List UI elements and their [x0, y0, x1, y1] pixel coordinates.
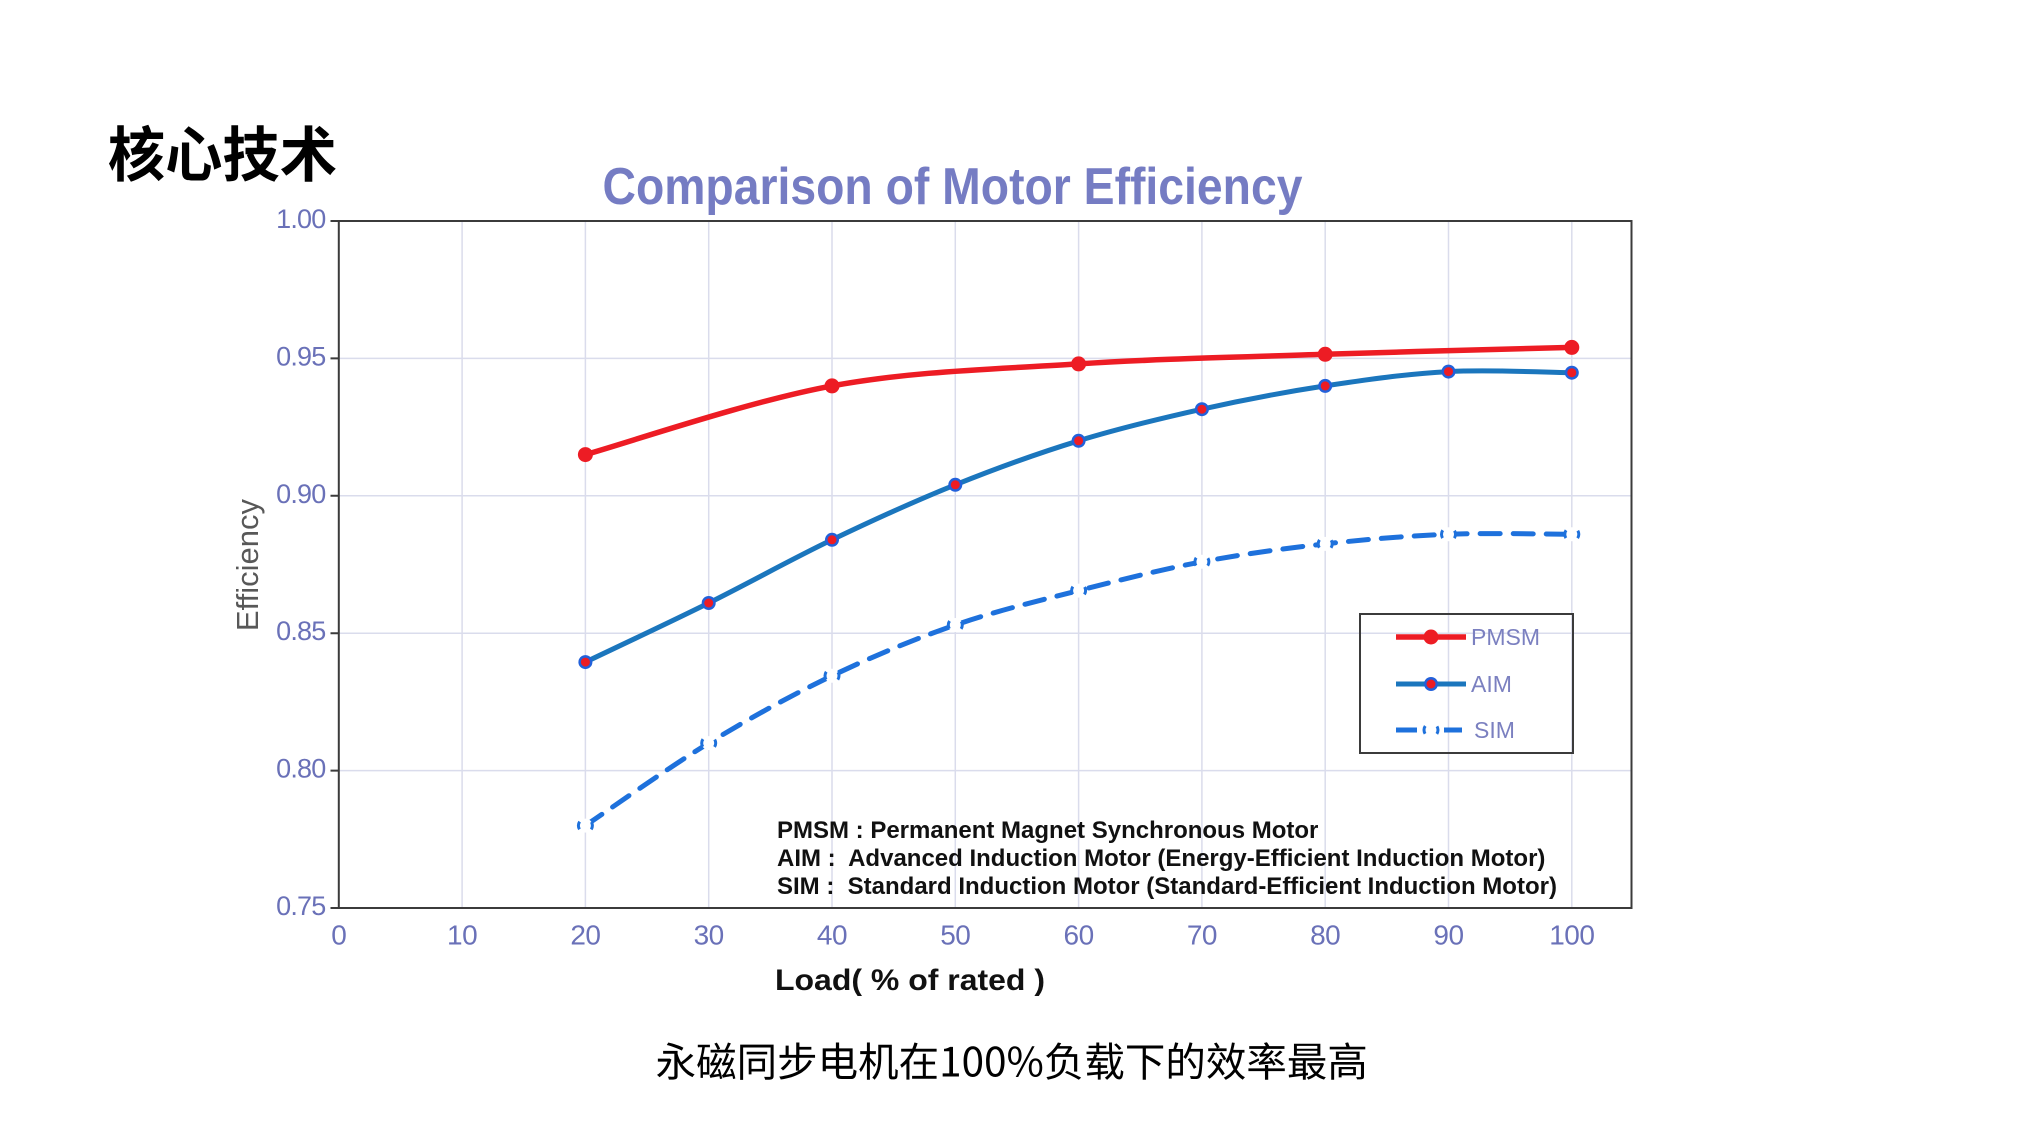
svg-text:100: 100: [1549, 920, 1594, 951]
svg-text:Efficiency: Efficiency: [230, 498, 265, 631]
svg-text:50: 50: [940, 920, 970, 951]
svg-text:0: 0: [331, 920, 346, 951]
svg-text:70: 70: [1187, 920, 1217, 951]
svg-text:SIM: SIM: [1474, 717, 1515, 743]
svg-text:SIM : Standard Induction Moto: SIM : Standard Induction Motor (Standard…: [777, 873, 1557, 900]
svg-text:0.90: 0.90: [276, 479, 325, 509]
svg-text:PMSM: PMSM: [1471, 624, 1540, 650]
svg-text:60: 60: [1064, 920, 1094, 951]
svg-text:0.85: 0.85: [276, 616, 325, 646]
svg-text:0.95: 0.95: [276, 341, 325, 371]
svg-text:0.80: 0.80: [276, 754, 325, 784]
svg-text:AIM : Advanced Induction Moto: AIM : Advanced Induction Motor (Energy-E…: [777, 845, 1545, 872]
svg-text:1.00: 1.00: [276, 204, 325, 234]
svg-text:PMSM : Permanent Magnet Synchr: PMSM : Permanent Magnet Synchronous Moto…: [777, 817, 1318, 844]
svg-text:30: 30: [694, 920, 724, 951]
svg-text:20: 20: [570, 920, 600, 951]
svg-text:90: 90: [1433, 920, 1463, 951]
svg-text:AIM: AIM: [1471, 671, 1512, 697]
svg-text:80: 80: [1310, 920, 1340, 951]
svg-text:40: 40: [817, 920, 847, 951]
svg-text:10: 10: [447, 920, 477, 951]
svg-text:Load( % of rated ): Load( % of rated ): [775, 964, 1045, 997]
svg-text:0.75: 0.75: [276, 891, 325, 921]
svg-text:Comparison of Motor Efficiency: Comparison of Motor Efficiency: [603, 158, 1303, 216]
